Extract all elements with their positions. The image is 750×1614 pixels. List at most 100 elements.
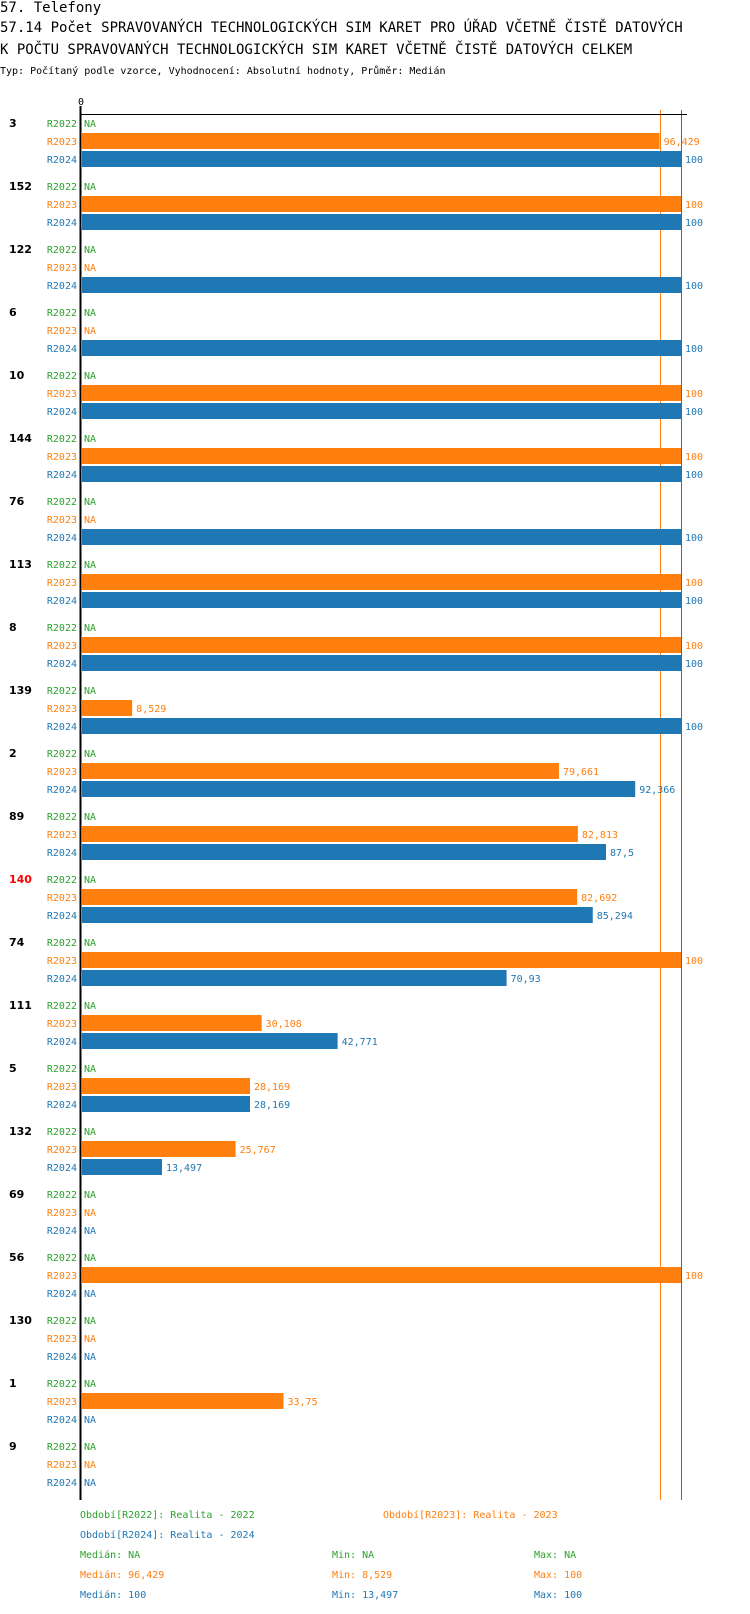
series-label: R2023 (47, 1397, 77, 1408)
bar (82, 889, 578, 905)
value-label: 100 (685, 407, 703, 418)
chart-title-line-1: 57.14 Počet SPRAVOVANÝCH TECHNOLOGICKÝCH… (0, 20, 683, 36)
value-label: 87,5 (610, 848, 634, 859)
category-label: 130 (9, 1314, 32, 1327)
series-label: R2023 (47, 704, 77, 715)
bar (82, 574, 681, 590)
stat-median-r2022: Medián: NA (80, 1550, 141, 1561)
series-label: R2024 (47, 1226, 77, 1237)
series-label: R2024 (47, 1478, 77, 1489)
na-label: NA (84, 515, 96, 526)
value-label: 100 (685, 596, 703, 607)
category-label: 6 (9, 306, 17, 319)
value-label: 33,75 (288, 1397, 318, 1408)
series-label: R2023 (47, 956, 77, 967)
na-label: NA (84, 263, 96, 274)
series-label: R2024 (47, 407, 77, 418)
na-label: NA (84, 560, 96, 571)
section-title: 57. Telefony (0, 0, 102, 16)
value-label: 100 (685, 344, 703, 355)
stat-max-r2023: Max: 100 (534, 1570, 583, 1581)
na-label: NA (84, 308, 96, 319)
stat-median-r2024: Medián: 100 (80, 1590, 147, 1601)
series-label: R2024 (47, 722, 77, 733)
series-label: R2023 (47, 767, 77, 778)
value-label: 96,429 (664, 137, 700, 148)
series-label: R2024 (47, 848, 77, 859)
series-label: R2022 (47, 245, 77, 256)
bar (82, 1393, 284, 1409)
legend-period-r2024: Období[R2024]: Realita - 2024 (80, 1530, 255, 1541)
na-label: NA (84, 1001, 96, 1012)
series-label: R2023 (47, 1334, 77, 1345)
stat-min-r2023: Min: 8,529 (332, 1570, 393, 1581)
category-label: 122 (9, 243, 32, 256)
category-label: 140 (9, 873, 32, 886)
series-label: R2024 (47, 785, 77, 796)
category-label: 132 (9, 1125, 32, 1138)
na-label: NA (84, 875, 96, 886)
bar (82, 637, 681, 653)
series-label: R2024 (47, 659, 77, 670)
series-label: R2024 (47, 1163, 77, 1174)
series-label: R2023 (47, 578, 77, 589)
bar (82, 970, 507, 986)
bar (82, 277, 681, 293)
na-label: NA (84, 1064, 96, 1075)
series-label: R2024 (47, 1037, 77, 1048)
bar (82, 340, 681, 356)
series-label: R2022 (47, 812, 77, 823)
series-label: R2022 (47, 1253, 77, 1264)
category-label: 10 (9, 369, 25, 382)
value-label: 100 (685, 578, 703, 589)
series-label: R2023 (47, 893, 77, 904)
bar (82, 700, 133, 716)
category-label: 89 (9, 810, 24, 823)
bar (82, 592, 681, 608)
bar (82, 826, 578, 842)
series-label: R2024 (47, 911, 77, 922)
value-label: 100 (685, 281, 703, 292)
value-label: 100 (685, 389, 703, 400)
bar (82, 952, 681, 968)
series-label: R2023 (47, 1208, 77, 1219)
na-label: NA (84, 938, 96, 949)
series-label: R2024 (47, 470, 77, 481)
series-label: R2022 (47, 1379, 77, 1390)
bar (82, 403, 681, 419)
series-label: R2024 (47, 218, 77, 229)
bar (82, 151, 681, 167)
na-label: NA (84, 1226, 96, 1237)
na-label: NA (84, 1127, 96, 1138)
series-label: R2022 (47, 1316, 77, 1327)
series-label: R2024 (47, 596, 77, 607)
series-label: R2022 (47, 371, 77, 382)
series-label: R2022 (47, 1442, 77, 1453)
category-label: 3 (9, 117, 17, 130)
series-label: R2024 (47, 974, 77, 985)
category-label: 144 (9, 432, 32, 445)
bar (82, 1159, 162, 1175)
value-label: 100 (685, 155, 703, 166)
bar (82, 1096, 251, 1112)
series-label: R2023 (47, 1271, 77, 1282)
value-label: 28,169 (254, 1082, 290, 1093)
value-label: 100 (685, 1271, 703, 1282)
series-label: R2023 (47, 515, 77, 526)
bar (82, 1267, 681, 1283)
series-label: R2023 (47, 389, 77, 400)
bar (82, 1078, 251, 1094)
x-tick-label: 0 (78, 97, 84, 108)
value-label: 92,366 (639, 785, 675, 796)
bar (82, 448, 681, 464)
bar (82, 196, 681, 212)
category-label: 2 (9, 747, 17, 760)
value-label: 100 (685, 641, 703, 652)
bar (82, 655, 681, 671)
category-label: 9 (9, 1440, 17, 1453)
bar (82, 466, 681, 482)
category-label: 139 (9, 684, 32, 697)
na-label: NA (84, 1190, 96, 1201)
na-label: NA (84, 1415, 96, 1426)
